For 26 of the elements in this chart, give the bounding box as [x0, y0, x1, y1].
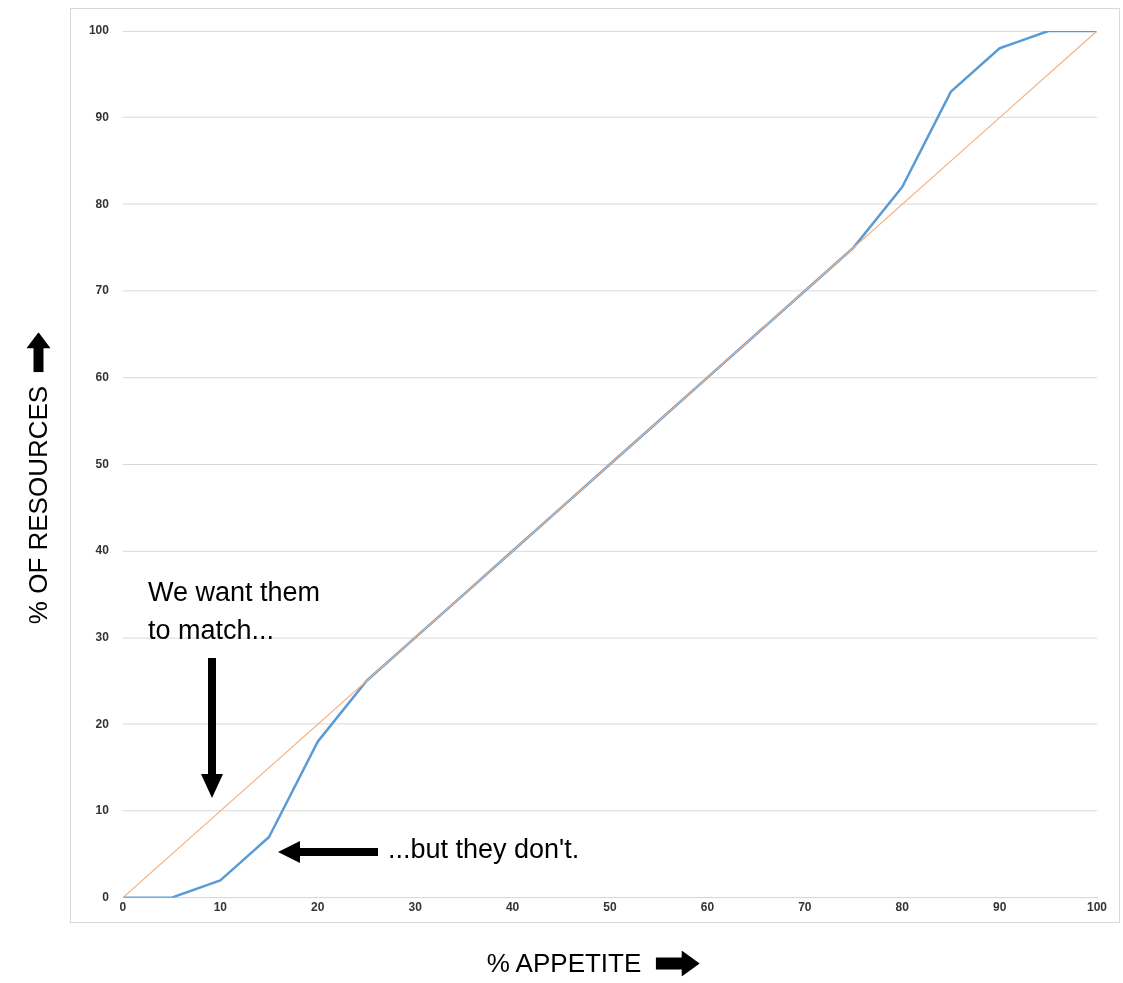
y-tick-label: 90	[95, 109, 110, 124]
y-tick-label: 30	[95, 629, 110, 644]
x-tick-label: 80	[895, 900, 910, 915]
annotation: We want them to match...	[148, 576, 322, 647]
x-tick-label: 30	[408, 900, 423, 915]
x-tick-label: 0	[119, 900, 127, 915]
y-tick-label: 70	[95, 283, 110, 298]
y-tick-label: 60	[95, 369, 110, 384]
x-tick-label: 40	[505, 900, 520, 915]
y-tick-label: 20	[95, 716, 110, 731]
annotation: ...but they don't.	[388, 834, 580, 865]
y-tick-label: 80	[95, 196, 110, 211]
x-tick-label: 60	[700, 900, 715, 915]
y-tick-label: 10	[95, 803, 110, 818]
x-tick-label: 100	[1087, 900, 1108, 915]
x-tick-label: 70	[798, 900, 812, 915]
y-tick-label: 50	[95, 456, 110, 471]
x-tick-label: 90	[992, 900, 1007, 915]
x-tick-label: 10	[213, 900, 228, 915]
x-tick-label: 50	[603, 900, 617, 915]
y-tick-label: 100	[88, 23, 110, 38]
x-axis-title: % APPETITE	[486, 947, 642, 979]
y-tick-label: 40	[95, 543, 110, 558]
y-tick-label: 0	[102, 889, 110, 904]
x-tick-label: 20	[311, 900, 325, 915]
y-axis-title: % OF RESOURCES	[22, 385, 54, 625]
